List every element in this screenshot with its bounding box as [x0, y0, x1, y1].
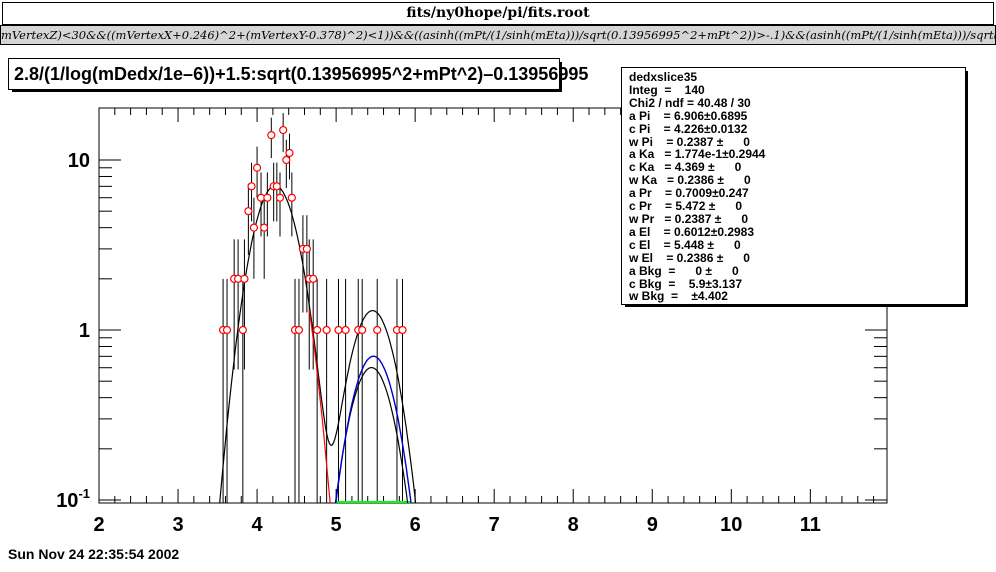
data-point-marker	[359, 327, 366, 334]
stats-lines: Integ = 140Chi2 / ndf = 40.48 / 30a Pi =…	[629, 84, 965, 303]
data-point-marker	[248, 183, 255, 190]
data-point-marker	[288, 194, 295, 201]
data-point-marker	[276, 194, 283, 201]
stats-line: a Pi = 6.906±0.6895	[629, 110, 965, 123]
root-canvas: { "window": { "file_title": "fits/ny0hop…	[0, 0, 996, 572]
stats-line: Integ = 140	[629, 84, 965, 97]
y-tick-label: 10-1	[56, 486, 90, 512]
stats-line: a Bkg = 0 ± 0	[629, 265, 965, 278]
stats-line: c Pi = 4.226±0.0132	[629, 123, 965, 136]
x-tick-label: 6	[410, 514, 421, 536]
x-tick-label: 8	[568, 514, 579, 536]
stats-pave: dedxslice35 Integ = 140Chi2 / ndf = 40.4…	[621, 67, 966, 305]
data-point-marker	[335, 327, 342, 334]
data-point-marker	[245, 208, 252, 215]
y-tick-label: 1	[79, 320, 90, 342]
stats-title: dedxslice35	[629, 71, 965, 84]
data-point-marker	[224, 327, 231, 334]
data-point-marker	[254, 164, 261, 171]
data-point-marker	[261, 224, 268, 231]
plot-title-text: 2.8/(1/log(mDedx/1e–6))+1.5:sqrt(0.13956…	[14, 64, 588, 84]
timestamp-text: Sun Nov 24 22:35:54 2002	[8, 546, 179, 562]
data-point-marker	[239, 327, 246, 334]
data-point-marker	[295, 327, 302, 334]
stats-line: a El = 0.6012±0.2983	[629, 226, 965, 239]
data-point-marker	[323, 327, 330, 334]
timestamp: Sun Nov 24 22:35:54 2002	[8, 546, 179, 562]
x-axis-labels: 2 3 4 5 6 7 8 9 10 11	[93, 514, 820, 536]
data-point-marker	[273, 183, 280, 190]
x-tick-label: 10	[720, 514, 742, 536]
data-point-marker	[374, 327, 381, 334]
x-tick-label: 11	[800, 514, 821, 536]
data-point-marker	[250, 224, 257, 231]
x-tick-label: 3	[172, 514, 183, 536]
stats-line: c El = 5.448 ± 0	[629, 239, 965, 252]
stats-line: w Pr = 0.2387 ± 0	[629, 213, 965, 226]
data-point-marker	[283, 157, 290, 164]
data-point-marker	[303, 245, 310, 252]
plot-title-pave: 2.8/(1/log(mDedx/1e–6))+1.5:sqrt(0.13956…	[8, 58, 560, 90]
x-tick-label: 9	[647, 514, 658, 536]
x-tick-label: 4	[252, 514, 264, 536]
data-point-marker	[314, 327, 321, 334]
x-tick-label: 5	[331, 514, 342, 536]
data-point-marker	[268, 132, 275, 139]
y-axis-labels: 10 1 10-1	[56, 150, 90, 512]
data-point-marker	[310, 275, 317, 282]
error-bars	[223, 113, 402, 503]
x-tick-label: 2	[93, 514, 104, 536]
stats-line: w El = 0.2386 ± 0	[629, 252, 965, 265]
data-point-marker	[399, 327, 406, 334]
data-point-marker	[280, 127, 287, 134]
y-tick-label: 10	[68, 150, 90, 172]
stats-line: Chi2 / ndf = 40.48 / 30	[629, 97, 965, 110]
stats-line: w Bkg = ±4.402	[629, 290, 965, 303]
data-point-marker	[241, 275, 248, 282]
data-point-marker	[264, 194, 271, 201]
data-point-marker	[342, 327, 349, 334]
data-point-marker	[286, 149, 293, 156]
x-tick-label: 7	[489, 514, 500, 536]
